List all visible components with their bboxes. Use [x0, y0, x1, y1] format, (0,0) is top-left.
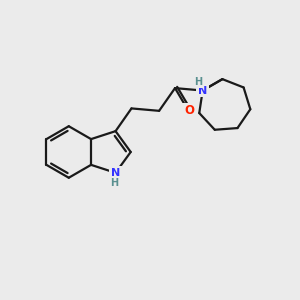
Text: N: N [111, 168, 120, 178]
Text: H: H [194, 76, 202, 87]
Text: H: H [110, 178, 118, 188]
Text: O: O [184, 104, 194, 117]
Text: N: N [198, 85, 207, 95]
